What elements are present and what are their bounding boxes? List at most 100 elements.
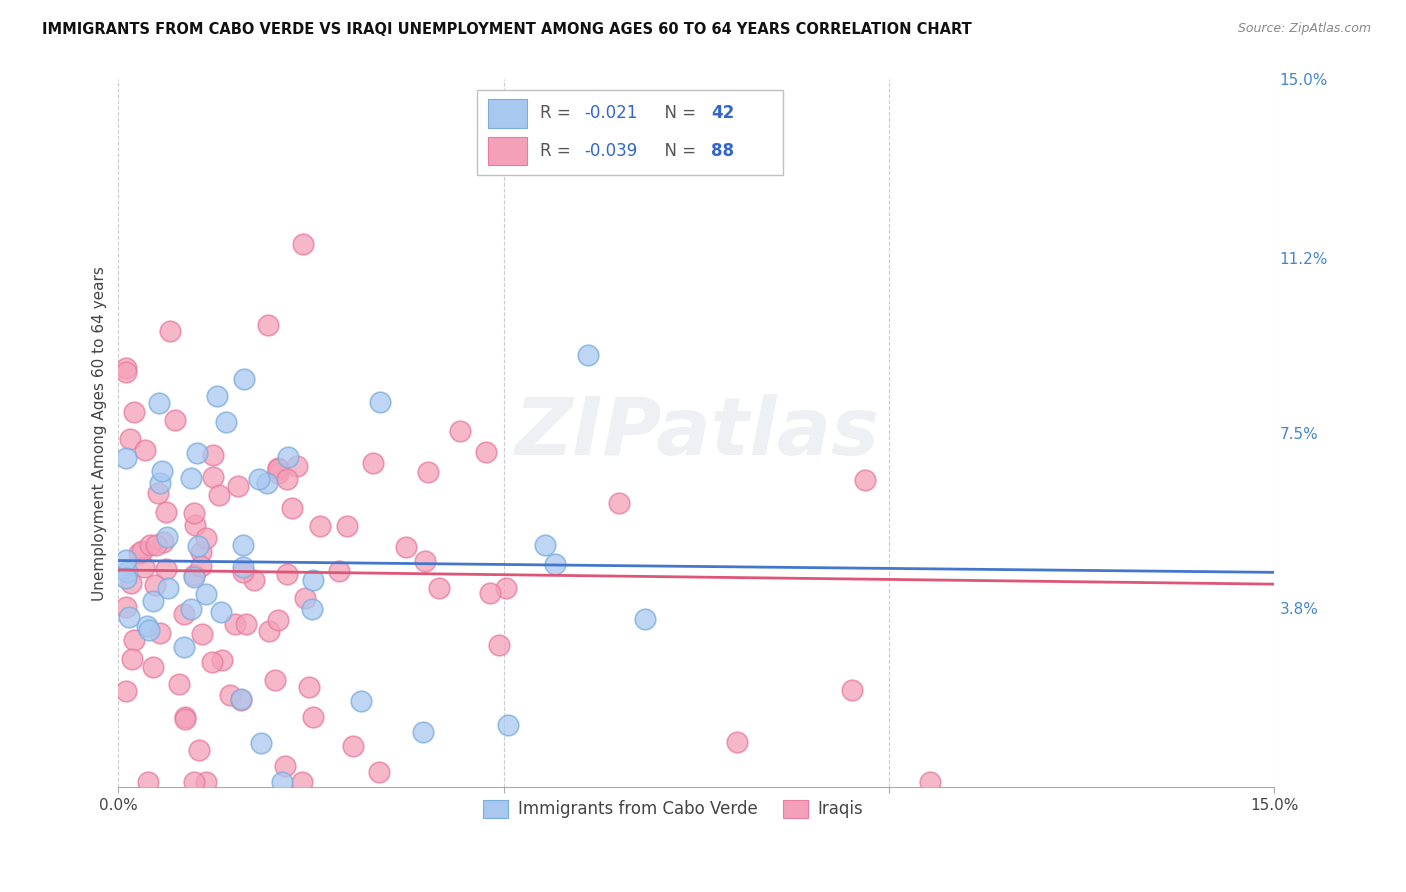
Point [342,739,364,753]
Point [143,578,166,592]
Point [302,573,325,587]
Point [186,446,208,460]
Point [853,473,876,487]
Point [195,587,218,601]
Point [146,485,169,500]
Point [115,365,138,379]
Point [267,613,290,627]
Point [266,460,288,475]
Point [256,475,278,490]
Point [219,688,242,702]
Point [156,581,179,595]
Point [276,472,298,486]
Point [309,518,332,533]
Point [232,565,254,579]
Point [412,724,434,739]
Point [211,653,233,667]
Point [363,456,385,470]
Point [229,692,252,706]
Point [247,472,270,486]
Point [149,476,172,491]
Point [150,464,173,478]
Point [276,567,298,582]
Text: -0.021: -0.021 [585,104,638,122]
Point [115,571,138,585]
Point [159,324,181,338]
Point [235,617,257,632]
Point [155,505,177,519]
Point [165,413,187,427]
Point [301,602,323,616]
Text: R =: R = [540,104,576,122]
Point [155,561,177,575]
Point [115,451,138,466]
Point [188,743,211,757]
Point [134,443,156,458]
Point [224,617,246,632]
Point [475,445,498,459]
Text: R =: R = [540,142,576,160]
Point [115,361,138,376]
Point [267,467,290,481]
Point [297,681,319,695]
Point [187,539,209,553]
FancyBboxPatch shape [488,99,526,128]
Point [173,607,195,621]
Point [139,537,162,551]
Point [201,656,224,670]
Point [576,348,599,362]
Point [122,633,145,648]
Point [257,624,280,639]
Point [190,545,212,559]
Point [496,718,519,732]
Point [183,570,205,584]
Point [180,602,202,616]
Text: IMMIGRANTS FROM CABO VERDE VS IRAQI UNEMPLOYMENT AMONG AGES 60 TO 64 YEARS CORRE: IMMIGRANTS FROM CABO VERDE VS IRAQI UNEM… [42,22,972,37]
Point [291,775,314,789]
Point [118,610,141,624]
Point [167,677,190,691]
Point [136,775,159,789]
Point [122,405,145,419]
Point [115,565,138,579]
Point [302,710,325,724]
Point [115,600,138,615]
Point [131,543,153,558]
Point [205,389,228,403]
Point [156,530,179,544]
Point [173,640,195,655]
Point [120,576,142,591]
Point [634,612,657,626]
Point [195,775,218,789]
Point [249,736,271,750]
Point [416,465,439,479]
Point [173,712,195,726]
Point [180,471,202,485]
Point [215,415,238,429]
Point [413,554,436,568]
Point [183,507,205,521]
Point [201,448,224,462]
Point [841,682,863,697]
Point [145,538,167,552]
Point [121,652,143,666]
Text: 88: 88 [711,142,734,160]
Point [294,591,316,605]
Point [488,638,510,652]
Text: N =: N = [654,142,702,160]
Point [350,694,373,708]
Point [725,735,748,749]
Point [183,568,205,582]
Point [201,470,224,484]
FancyBboxPatch shape [477,89,783,175]
Point [478,586,501,600]
Point [256,318,278,333]
Point [368,395,391,409]
Point [115,683,138,698]
Point [495,582,517,596]
Point [142,660,165,674]
Point [209,605,232,619]
Legend: Immigrants from Cabo Verde, Iraqis: Immigrants from Cabo Verde, Iraqis [477,793,870,825]
Point [128,546,150,560]
Point [394,540,416,554]
